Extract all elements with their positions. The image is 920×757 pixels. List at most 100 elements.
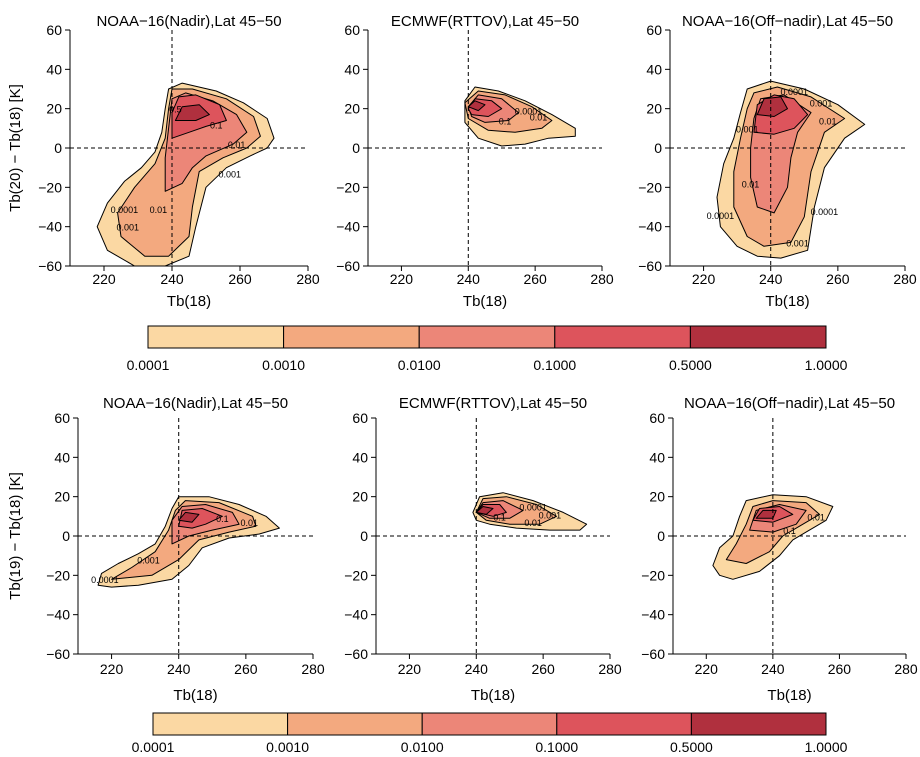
- x-tick-label: 260: [523, 271, 547, 287]
- contour-label: 0.001: [786, 238, 809, 248]
- colorbar-tick-label: 1.0000: [805, 357, 848, 373]
- y-tick-label: 60: [646, 22, 662, 38]
- y-tick-label: 0: [360, 528, 368, 544]
- contour-level-4: [755, 509, 777, 519]
- contour-fill-group: [472, 492, 588, 531]
- panels-layer: 0.50.10.010.0010.00010.0010.01−60−40−200…: [7, 13, 918, 704]
- contour-fill-group: [96, 82, 275, 266]
- y-tick-label: −60: [336, 258, 360, 274]
- x-tick-label: 240: [465, 661, 489, 677]
- y-tick-label: 0: [657, 528, 665, 544]
- x-axis-label: Tb(18): [173, 687, 217, 704]
- y-tick-label: 20: [54, 489, 70, 505]
- colorbar-tick-label: 0.0100: [398, 357, 441, 373]
- colorbar-tick-label: 0.0100: [401, 739, 444, 755]
- contour-label: 0.1: [499, 116, 512, 126]
- x-tick-label: 280: [296, 271, 320, 287]
- colorbar-swatch-0: [152, 712, 289, 736]
- contour-label: 0.01: [240, 518, 258, 528]
- colorbar-swatch-4: [690, 712, 827, 736]
- x-tick-label: 260: [531, 661, 555, 677]
- panel-title: NOAA−16(Nadir),Lat 45−50: [96, 13, 281, 30]
- y-tick-label: 40: [646, 61, 662, 77]
- y-tick-label: −40: [641, 607, 665, 623]
- x-tick-label: 280: [894, 661, 918, 677]
- y-tick-label: −20: [344, 567, 368, 583]
- colorbar-swatch-2: [421, 712, 558, 736]
- y-tick-label: −40: [344, 607, 368, 623]
- contour-panel-4: 0.1 0.01 0.001 0.0001 −60 −40 −20 0 20 40 60 220 240…: [7, 395, 325, 704]
- colorbar-swatch-4: [689, 325, 827, 349]
- y-tick-label: −60: [38, 258, 62, 274]
- colorbar-swatch-3: [556, 712, 692, 736]
- contour-label: 0.1: [210, 120, 223, 130]
- contour-level-4: [756, 96, 788, 117]
- contour-label: 0.001: [810, 99, 833, 109]
- colorbar-tick-label: 0.1000: [533, 357, 576, 373]
- colorbar-swatch-0: [147, 325, 285, 349]
- contour-label: 0.01: [228, 140, 246, 150]
- panel-title: NOAA−16(Nadir),Lat 45−50: [103, 395, 288, 412]
- panel-title: ECMWF(RTTOV),Lat 45−50: [399, 395, 587, 412]
- contour-label: 0.1: [783, 526, 796, 536]
- x-axis-label: Tb(18): [765, 293, 809, 310]
- contour-fill-group: [464, 86, 576, 147]
- contour-label: 0.01: [530, 112, 548, 122]
- panel-title: NOAA−16(Off−nadir),Lat 45−50: [682, 13, 893, 30]
- y-tick-label: −20: [38, 179, 62, 195]
- y-tick-label: 20: [344, 101, 360, 117]
- contour-panel-1: 0.5 0.1 0.01 0.001 0.0001 0.001 0.01 −60 −40 −20 0…: [7, 13, 320, 310]
- x-tick-label: 220: [398, 661, 422, 677]
- contour-level-4: [178, 511, 200, 523]
- contour-label: 0.0001: [811, 207, 839, 217]
- y-tick-label: 60: [54, 410, 70, 426]
- contour-label: 0.001: [736, 124, 759, 134]
- contour-level-4: [174, 104, 210, 121]
- contour-label: 0.001: [219, 170, 242, 180]
- contour-label: 0.0001: [111, 205, 139, 215]
- colorbar-tick-label: 0.5000: [669, 357, 712, 373]
- contour-panel-6: 0.1 0.01 −60 −40 −20 0 20 40 60 220 240 260 280 NOAA−…: [641, 395, 918, 704]
- y-tick-label: −20: [638, 179, 662, 195]
- colorbar-tick-label: 1.0000: [805, 739, 848, 755]
- contour-level-4: [467, 100, 486, 112]
- y-tick-label: 20: [649, 489, 665, 505]
- colorbar-swatch-2: [418, 325, 556, 349]
- colorbar-tick-label: 0.1000: [535, 739, 578, 755]
- colorbar-bottom: 0.0001 0.0010 0.0100 0.1000 0.5000 1.0000: [132, 712, 848, 755]
- x-tick-label: 220: [692, 271, 716, 287]
- y-tick-label: 60: [352, 410, 368, 426]
- contour-label: 0.01: [807, 512, 825, 522]
- colorbar-swatch-3: [554, 325, 691, 349]
- contour-label: 0.0001: [519, 502, 547, 512]
- y-tick-label: −60: [46, 646, 70, 662]
- x-axis-label: Tb(18): [167, 293, 211, 310]
- contour-label: 0.01: [742, 179, 760, 189]
- y-tick-label: −40: [46, 607, 70, 623]
- x-tick-label: 240: [457, 271, 481, 287]
- contour-label: 0.0001: [515, 107, 543, 117]
- x-tick-label: 220: [100, 661, 124, 677]
- contour-label: 0.001: [137, 556, 160, 566]
- y-tick-label: 40: [54, 449, 70, 465]
- contour-label: 0.1: [493, 512, 506, 522]
- y-tick-label: −40: [38, 219, 62, 235]
- x-axis-label: Tb(18): [767, 687, 811, 704]
- x-axis-label: Tb(18): [471, 687, 515, 704]
- y-tick-label: 40: [649, 449, 665, 465]
- y-tick-label: −40: [638, 219, 662, 235]
- y-tick-label: 0: [352, 140, 360, 156]
- x-tick-label: 240: [759, 271, 783, 287]
- y-tick-label: 60: [46, 22, 62, 38]
- x-tick-label: 260: [826, 271, 850, 287]
- colorbar-tick-label: 0.0010: [262, 357, 305, 373]
- y-tick-label: 0: [654, 140, 662, 156]
- x-tick-label: 220: [92, 271, 116, 287]
- y-tick-label: −60: [638, 258, 662, 274]
- y-tick-label: 20: [646, 101, 662, 117]
- y-tick-label: 40: [344, 61, 360, 77]
- y-tick-label: 40: [352, 449, 368, 465]
- y-axis-label: Tb(20) − Tb(18) [K]: [7, 84, 24, 212]
- y-tick-label: 60: [649, 410, 665, 426]
